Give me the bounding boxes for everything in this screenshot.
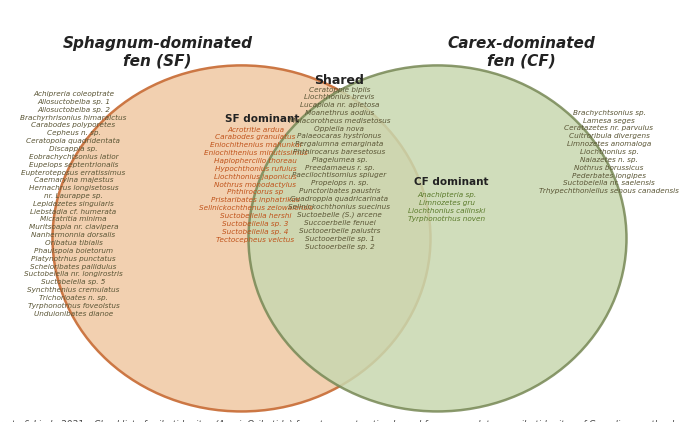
Text: Sphagnum-dominated
fen (SF): Sphagnum-dominated fen (SF) [62,36,253,68]
Text: Acrotritie ardua
Carabodes granulatus
Eniochithenius mahunkai
Eniochithenius min: Acrotritie ardua Carabodes granulatus En… [199,127,312,243]
Ellipse shape [248,65,626,411]
Text: CF dominant: CF dominant [414,177,489,187]
Text: Brachychtsonius sp.
Lamesa seges
Ceratazetes nr. parvulus
Cultroribula divergens: Brachychtsonius sp. Lamesa seges Cerataz… [539,110,679,195]
Ellipse shape [52,65,430,411]
Text: Carex-dominated
fen (CF): Carex-dominated fen (CF) [447,36,596,68]
Text: SF dominant: SF dominant [225,114,300,124]
Text: Barreto & Lindo 2021 – Checklist of oribatid mites (Acari: Oribatida) from two c: Barreto & Lindo 2021 – Checklist of orib… [0,420,686,422]
Text: Ceratoppie biplis
Liochthonius brevis
Lucapioia nr. apletosa
Moanethrus aodius
M: Ceratoppie biplis Liochthonius brevis Lu… [288,87,391,249]
Text: Shared: Shared [314,74,365,87]
Text: Achipreria coleoptrate
Allosuctobelba sp. 1
Allosuctobelba sp. 2
Brachyrhrisoniu: Achipreria coleoptrate Allosuctobelba sp… [20,91,127,317]
Text: Anachipteria sp.
Limnozetes gru
Liochthonius callinski
Tyrphonotrhus noven: Anachipteria sp. Limnozetes gru Liochtho… [408,192,485,222]
